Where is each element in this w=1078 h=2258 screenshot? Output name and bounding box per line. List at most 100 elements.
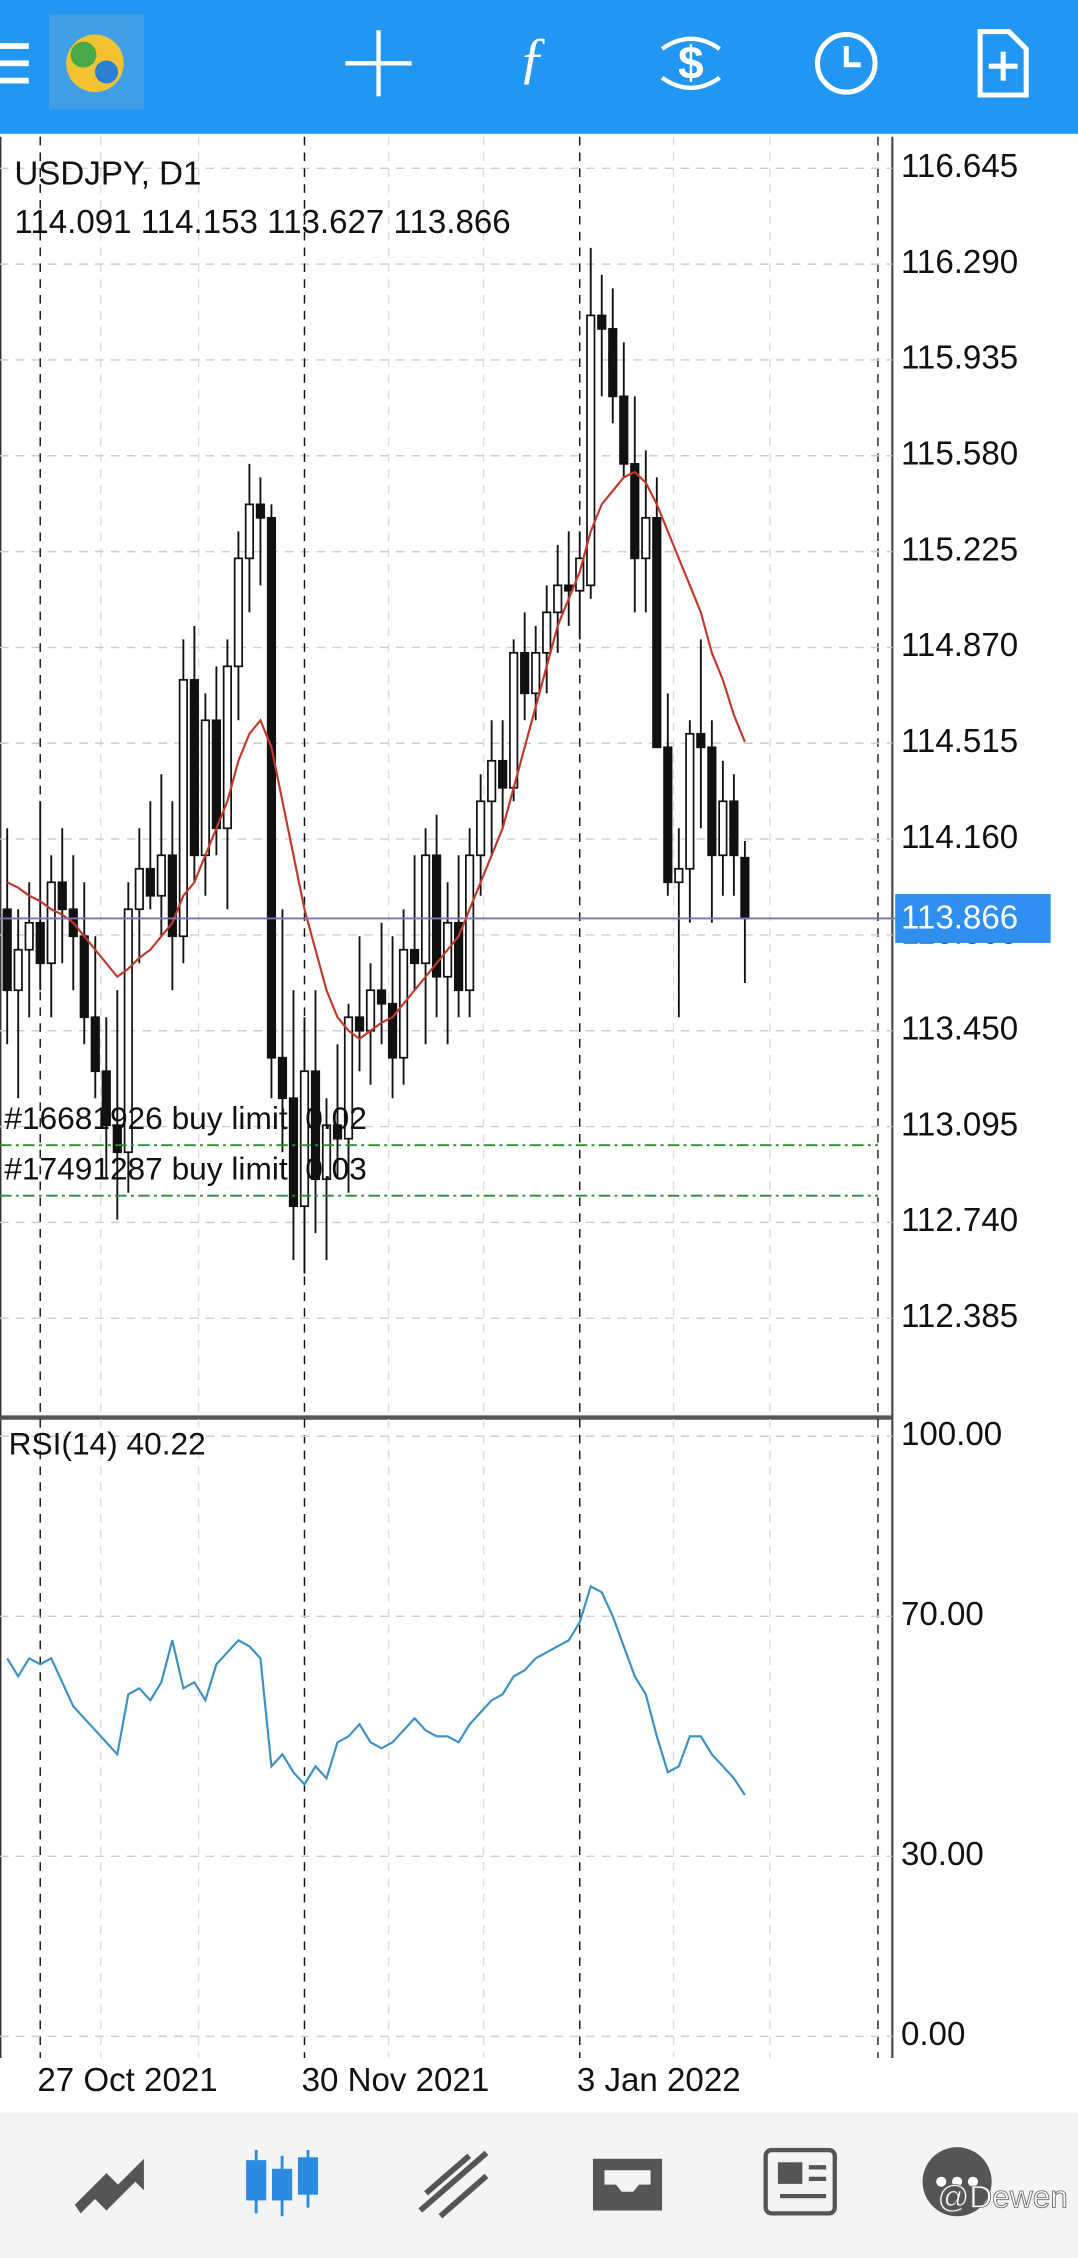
candle-body xyxy=(79,935,89,1019)
candle-body xyxy=(454,921,464,992)
quotes-tab[interactable] xyxy=(74,2158,144,2214)
candle-body xyxy=(409,948,420,965)
symbols-button[interactable]: $ xyxy=(660,36,721,90)
candle-body xyxy=(233,557,244,668)
candle-body xyxy=(299,1070,310,1208)
timeframe-button[interactable] xyxy=(814,32,878,95)
candle-body xyxy=(707,746,717,857)
candle-body xyxy=(178,678,188,938)
candle-body xyxy=(365,989,376,1032)
top-toolbar xyxy=(0,0,1078,134)
y-tick-label: 30.00 xyxy=(901,1836,984,1873)
candle-body xyxy=(266,516,277,1059)
candle-body xyxy=(652,516,662,749)
candle-body xyxy=(332,1124,343,1140)
bottom-nav xyxy=(0,2112,1078,2258)
vertical-grid xyxy=(100,136,771,2058)
y-tick-label: 113.095 xyxy=(901,1106,1018,1143)
candle-body xyxy=(696,732,706,749)
candle-body xyxy=(321,1124,332,1181)
trade-tab[interactable] xyxy=(418,2150,489,2219)
svg-text:$: $ xyxy=(678,36,704,88)
y-tick-label: 114.160 xyxy=(901,819,1018,856)
x-tick-label: 27 Oct 2021 xyxy=(37,2062,217,2099)
candle-body xyxy=(729,800,739,857)
rsi-title: RSI(14) 40.22 xyxy=(9,1426,206,1462)
candle-body xyxy=(487,759,497,803)
candle-body xyxy=(343,1016,354,1140)
candle-body xyxy=(288,1097,299,1208)
candle-body xyxy=(586,314,596,587)
y-tick-label: 116.645 xyxy=(901,148,1018,185)
candle-body xyxy=(509,651,519,789)
candle-body xyxy=(2,908,12,992)
candle-body xyxy=(674,867,684,884)
order-label: #17491287 buy limit, 0.03 xyxy=(4,1151,367,1187)
x-tick-label: 3 Jan 2022 xyxy=(577,2062,741,2099)
bid-label-box xyxy=(895,893,1051,943)
candle-body xyxy=(431,854,442,978)
candle-body xyxy=(608,328,618,398)
candle-body xyxy=(277,1056,288,1100)
candle-body xyxy=(13,948,23,992)
candle-body xyxy=(619,395,629,465)
history-tab[interactable] xyxy=(592,2158,663,2211)
app-logo[interactable] xyxy=(48,14,144,110)
rsi-line xyxy=(6,1584,746,1796)
candle-body xyxy=(420,854,431,965)
candle-body xyxy=(255,503,266,519)
y-tick-label: 114.870 xyxy=(901,627,1018,664)
candle-body xyxy=(101,1070,111,1127)
candle-body xyxy=(167,854,177,938)
crosshair-button[interactable] xyxy=(345,30,412,97)
candle-body xyxy=(156,854,166,897)
chart-tab[interactable] xyxy=(246,2150,319,2217)
y-tick-label: 116.290 xyxy=(901,244,1018,281)
y-tick-label: 115.225 xyxy=(901,531,1018,568)
y-tick-label: 115.935 xyxy=(901,340,1018,377)
y-tick-label: 112.385 xyxy=(901,1298,1018,1335)
bid-label: 113.866 xyxy=(901,900,1018,937)
ohlc-readout: 114.091 114.153 113.627 113.866 xyxy=(14,204,510,241)
candle-body xyxy=(520,651,530,695)
candle-body xyxy=(597,314,607,330)
candle-body xyxy=(112,1124,122,1154)
candle-body xyxy=(123,908,133,1154)
chart-layer: 116.645 116.290 115.935 115.580 115.225 114.8… xyxy=(0,136,1051,2099)
candle-body xyxy=(465,854,475,992)
y-tick-label: 115.580 xyxy=(901,436,1018,473)
candle-body xyxy=(57,881,67,911)
candle-body xyxy=(718,800,728,857)
candle-body xyxy=(553,584,563,614)
candle-body xyxy=(376,989,387,1005)
news-tab[interactable] xyxy=(763,2147,837,2216)
candle-body xyxy=(354,1016,365,1032)
candle-body xyxy=(189,678,199,857)
candle-body xyxy=(200,719,210,857)
menu-button[interactable] xyxy=(0,43,29,84)
candle-body xyxy=(24,921,34,951)
y-tick-label: 114.515 xyxy=(901,723,1018,760)
candle-body xyxy=(641,516,651,560)
candle-body xyxy=(310,1070,321,1181)
candle-body xyxy=(685,732,695,870)
order-label: #16681926 buy limit, 0.02 xyxy=(4,1100,367,1136)
y-tick-label: 113.450 xyxy=(901,1010,1018,1047)
indicators-button[interactable]: ƒ xyxy=(518,27,547,90)
candle-body xyxy=(145,867,155,897)
candle-body xyxy=(663,746,673,884)
candle-body xyxy=(740,856,750,920)
candle-body xyxy=(134,867,144,911)
moving-average xyxy=(6,470,746,1041)
new-order-button[interactable] xyxy=(977,29,1029,98)
watermark: @Dewen xyxy=(937,2178,1068,2214)
x-tick-label: 30 Nov 2021 xyxy=(302,2062,490,2099)
candle-body xyxy=(630,463,640,560)
candle-body xyxy=(476,800,486,857)
candle-body xyxy=(46,881,56,965)
candle-body xyxy=(244,503,255,560)
more-tab[interactable] xyxy=(922,2147,992,2217)
candle-body xyxy=(211,719,221,830)
